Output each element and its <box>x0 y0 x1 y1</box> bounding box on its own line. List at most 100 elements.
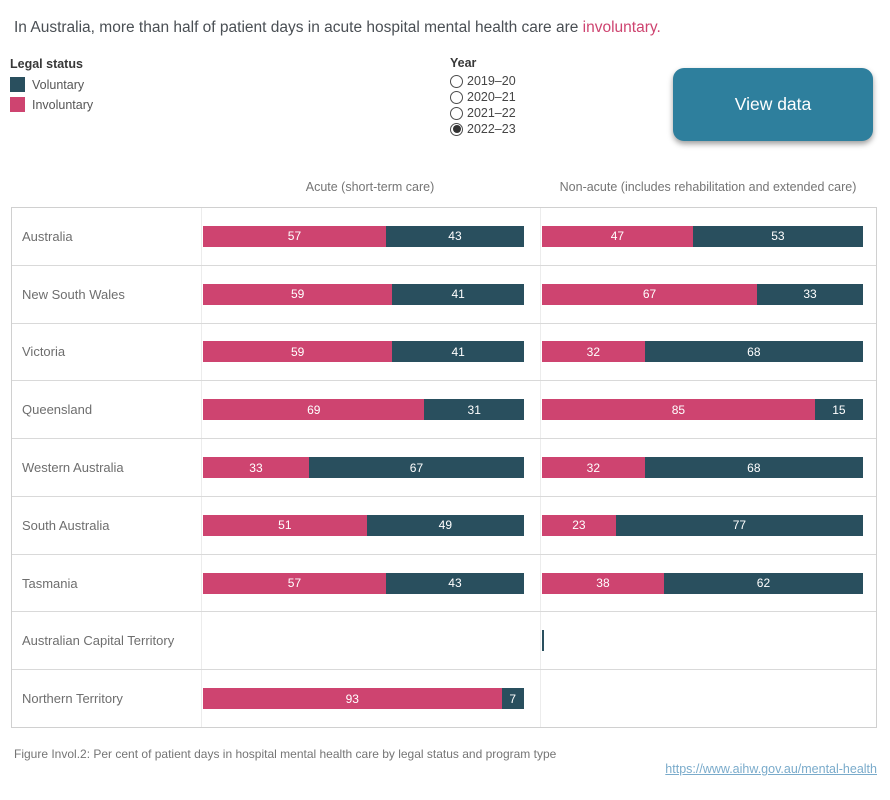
year-option-label: 2021–22 <box>467 106 516 120</box>
acute-bar-track: 57 43 <box>203 572 524 594</box>
nonacute-bar-track: 32 68 <box>542 457 863 479</box>
year-radio-option[interactable]: 2022–23 <box>450 121 516 137</box>
table-row: Tasmania 57 43 38 62 <box>12 554 876 613</box>
year-radio-option[interactable]: 2021–22 <box>450 105 516 121</box>
row-label: Australian Capital Territory <box>12 612 202 670</box>
involuntary-bar-segment[interactable]: 59 <box>203 283 393 305</box>
legend-label: Involuntary <box>32 97 94 112</box>
voluntary-bar-segment[interactable]: 43 <box>385 225 524 247</box>
nonacute-bar-track <box>542 630 863 652</box>
nonacute-cell: 38 62 <box>540 554 876 612</box>
involuntary-bar-segment[interactable]: 51 <box>203 514 367 536</box>
year-radio-option[interactable]: 2019–20 <box>450 73 516 89</box>
acute-cell: 57 43 <box>202 208 540 265</box>
radio-selected-icon <box>450 122 463 136</box>
voluntary-bar-segment[interactable]: 68 <box>644 457 863 479</box>
legend-item-involuntary[interactable]: Involuntary <box>10 97 93 112</box>
involuntary-bar-segment[interactable]: 57 <box>203 225 386 247</box>
nonacute-bar-track <box>542 688 863 709</box>
title-highlight: involuntary. <box>582 19 661 36</box>
acute-bar-track: 59 41 <box>203 283 524 305</box>
table-row: Queensland 69 31 85 15 <box>12 381 876 440</box>
nonacute-bar-track: 67 33 <box>542 283 863 305</box>
row-label: Western Australia <box>12 439 202 496</box>
acute-bar-track: 51 49 <box>203 514 524 536</box>
acute-cell: 93 7 <box>202 670 540 727</box>
tiny-bar-marker[interactable] <box>542 630 544 652</box>
involuntary-bar-segment[interactable]: 38 <box>542 572 664 594</box>
table-row: Australia 57 43 47 53 <box>12 208 876 266</box>
year-option-label: 2019–20 <box>467 74 516 88</box>
involuntary-bar-segment[interactable]: 67 <box>542 283 758 305</box>
nonacute-bar-track: 23 77 <box>542 514 863 536</box>
voluntary-bar-segment[interactable]: 77 <box>615 514 863 536</box>
voluntary-bar-segment[interactable]: 67 <box>308 457 524 479</box>
voluntary-bar-segment[interactable]: 68 <box>644 341 863 363</box>
legend: Legal status Voluntary Involuntary <box>10 57 93 117</box>
nonacute-cell <box>540 612 876 670</box>
acute-bar-track: 33 67 <box>203 457 524 479</box>
radio-icon <box>450 106 463 120</box>
nonacute-bar-track: 38 62 <box>542 572 863 594</box>
voluntary-bar-segment[interactable]: 49 <box>366 514 524 536</box>
legend-label: Voluntary <box>32 77 85 92</box>
year-filter-title: Year <box>450 56 477 70</box>
acute-bar-track: 93 7 <box>203 688 524 710</box>
voluntary-bar-segment[interactable]: 43 <box>385 572 524 594</box>
voluntary-bar-segment[interactable]: 31 <box>424 399 524 421</box>
involuntary-bar-segment[interactable]: 23 <box>542 514 616 536</box>
table-row: South Australia 51 49 23 77 <box>12 496 876 555</box>
chart-table: Australia 57 43 47 53 New South Wales 59 41 67 33… <box>11 207 877 728</box>
involuntary-bar-segment[interactable]: 93 <box>203 688 502 710</box>
nonacute-bar-track: 85 15 <box>542 399 863 421</box>
involuntary-bar-segment[interactable]: 32 <box>542 341 645 363</box>
acute-bar-track: 59 41 <box>203 341 524 363</box>
table-row: Western Australia 33 67 32 68 <box>12 439 876 497</box>
figure-caption: Figure Invol.2: Per cent of patient days… <box>14 747 557 761</box>
voluntary-bar-segment[interactable]: 33 <box>757 283 863 305</box>
voluntary-bar-segment[interactable]: 41 <box>392 341 524 363</box>
page-title: In Australia, more than half of patient … <box>14 19 661 37</box>
involuntary-bar-segment[interactable]: 47 <box>542 225 693 247</box>
view-data-button[interactable]: View data <box>673 68 873 141</box>
nonacute-cell: 23 77 <box>540 496 876 554</box>
voluntary-swatch-icon <box>10 77 25 92</box>
involuntary-bar-segment[interactable]: 57 <box>203 572 386 594</box>
nonacute-bar-track: 32 68 <box>542 341 863 363</box>
year-radio-option[interactable]: 2020–21 <box>450 89 516 105</box>
involuntary-bar-segment[interactable]: 69 <box>203 399 425 421</box>
voluntary-bar-segment[interactable]: 15 <box>814 399 863 421</box>
nonacute-cell <box>540 670 876 728</box>
involuntary-bar-segment[interactable]: 33 <box>203 457 309 479</box>
row-label: Victoria <box>12 323 202 381</box>
table-row: Victoria 59 41 32 68 <box>12 323 876 382</box>
radio-icon <box>450 74 463 88</box>
table-row: New South Wales 59 41 67 33 <box>12 265 876 324</box>
source-link[interactable]: https://www.aihw.gov.au/mental-health <box>665 762 877 776</box>
legend-item-voluntary[interactable]: Voluntary <box>10 77 93 92</box>
row-label: South Australia <box>12 496 202 554</box>
voluntary-bar-segment[interactable]: 62 <box>663 572 863 594</box>
voluntary-bar-segment[interactable]: 7 <box>501 688 524 710</box>
year-options: 2019–20 2020–21 2021–22 2022–23 <box>450 73 516 137</box>
nonacute-cell: 32 68 <box>540 323 876 381</box>
involuntary-bar-segment[interactable]: 85 <box>542 399 815 421</box>
legend-title: Legal status <box>10 57 83 71</box>
row-label: New South Wales <box>12 265 202 323</box>
column-header-nonacute: Non-acute (includes rehabilitation and e… <box>559 180 857 194</box>
acute-cell: 69 31 <box>202 381 540 438</box>
nonacute-bar-track: 47 53 <box>542 225 863 247</box>
column-header-acute: Acute (short-term care) <box>305 180 435 194</box>
table-row: Australian Capital Territory <box>12 612 876 671</box>
involuntary-bar-segment[interactable]: 32 <box>542 457 645 479</box>
acute-bar-track <box>203 630 524 651</box>
voluntary-bar-segment[interactable]: 41 <box>392 283 524 305</box>
acute-cell: 59 41 <box>202 266 540 323</box>
voluntary-bar-segment[interactable]: 53 <box>692 225 863 247</box>
involuntary-bar-segment[interactable]: 59 <box>203 341 393 363</box>
nonacute-cell: 47 53 <box>540 208 876 265</box>
acute-cell: 57 43 <box>202 555 540 612</box>
year-option-label: 2020–21 <box>467 90 516 104</box>
nonacute-cell: 67 33 <box>540 265 876 323</box>
table-row: Northern Territory 93 7 <box>12 670 876 728</box>
